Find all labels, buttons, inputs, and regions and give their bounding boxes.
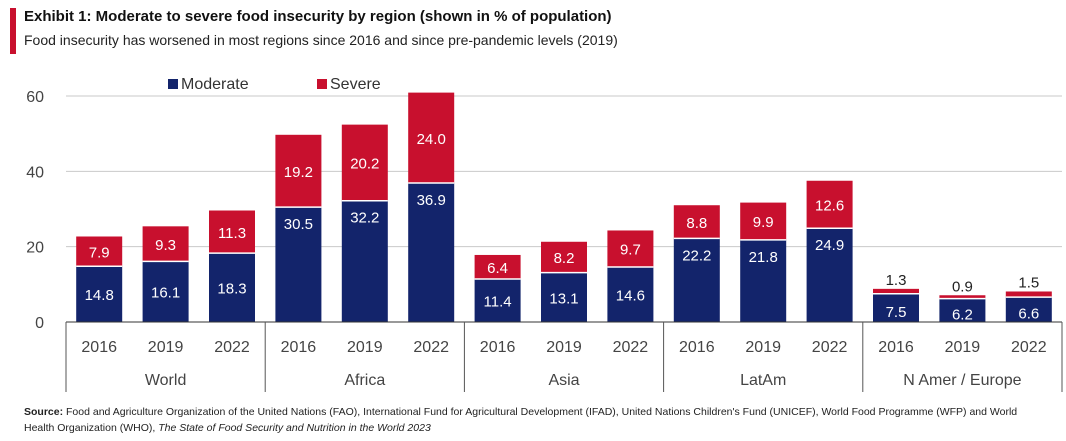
x-tick-label: 2016 <box>281 339 317 356</box>
data-label-severe: 0.9 <box>952 278 973 295</box>
x-tick-label: 2016 <box>878 339 914 356</box>
data-label-severe: 12.6 <box>815 197 844 214</box>
bar-severe <box>275 134 322 208</box>
data-label-severe: 11.3 <box>218 225 246 242</box>
data-label-severe: 19.2 <box>284 164 313 181</box>
group-label: Africa <box>344 372 385 389</box>
y-tick-label: 60 <box>26 89 44 106</box>
data-label-severe: 8.2 <box>554 250 575 267</box>
bar-moderate <box>1005 297 1052 322</box>
data-label-severe: 6.4 <box>487 260 508 277</box>
data-label-moderate: 7.5 <box>886 304 907 321</box>
data-label-severe: 9.7 <box>620 242 641 259</box>
legend-swatch-moderate <box>168 79 178 89</box>
source-text: Food and Agriculture Organization of the… <box>24 406 1018 434</box>
bar-severe <box>740 202 787 240</box>
bar-moderate <box>408 183 455 322</box>
data-label-moderate: 11.4 <box>484 294 512 311</box>
data-label-moderate: 16.1 <box>151 285 180 302</box>
bar-moderate <box>607 267 654 322</box>
chart-title: Exhibit 1: Moderate to severe food insec… <box>24 8 612 25</box>
data-label-moderate: 24.9 <box>815 237 844 254</box>
x-tick-label: 2022 <box>413 339 449 356</box>
bar-moderate <box>740 239 787 322</box>
data-label-moderate: 6.6 <box>1018 306 1039 323</box>
data-label-moderate: 6.2 <box>952 306 973 323</box>
data-label-severe: 24.0 <box>417 131 446 148</box>
bar-severe <box>806 180 853 229</box>
x-tick-label: 2022 <box>613 339 649 356</box>
data-label-moderate: 22.2 <box>682 247 711 264</box>
data-label-moderate: 21.8 <box>749 249 778 266</box>
bar-severe <box>474 254 521 280</box>
bar-severe <box>142 226 189 262</box>
data-label-moderate: 32.2 <box>350 210 379 227</box>
bar-moderate <box>806 228 853 322</box>
data-label-moderate: 18.3 <box>217 281 246 298</box>
bar-moderate <box>474 279 521 322</box>
y-tick-label: 20 <box>26 240 44 257</box>
bar-severe <box>873 288 919 294</box>
bar-moderate <box>341 200 388 322</box>
group-label: World <box>145 372 187 389</box>
data-label-severe: 8.8 <box>686 215 707 232</box>
source-note: Source: Food and Agriculture Organizatio… <box>24 404 1024 436</box>
group-label: LatAm <box>740 372 786 389</box>
source-label: Source: <box>24 406 64 418</box>
bar-severe <box>341 124 388 201</box>
legend-label-severe: Severe <box>330 76 381 93</box>
bar-moderate <box>275 207 322 322</box>
data-label-moderate: 36.9 <box>417 192 446 209</box>
bar-severe <box>1005 291 1052 298</box>
data-label-severe: 7.9 <box>89 244 110 261</box>
stacked-bar-chart: 0 20 40 60 Moderate Severe 14.8 7.9 2016 16.1 9.3 2… <box>26 76 1063 392</box>
bar-moderate <box>76 266 123 322</box>
x-tick-label: 2019 <box>745 339 781 356</box>
data-label-severe: 1.5 <box>1018 274 1039 291</box>
group-label: N Amer / Europe <box>903 372 1021 389</box>
x-tick-label: 2019 <box>546 339 582 356</box>
x-tick-label: 2022 <box>1011 339 1047 356</box>
x-tick-label: 2019 <box>347 339 383 356</box>
bar-severe <box>673 205 720 239</box>
data-label-moderate: 14.6 <box>616 288 645 305</box>
chart-subtitle: Food insecurity has worsened in most reg… <box>24 32 618 48</box>
legend-swatch-severe <box>317 79 327 89</box>
x-tick-label: 2016 <box>81 339 117 356</box>
data-label-severe: 9.3 <box>155 237 176 254</box>
data-label-severe: 20.2 <box>350 156 379 173</box>
bar-moderate <box>873 293 919 322</box>
bar-moderate <box>209 253 255 322</box>
bar-moderate <box>939 298 986 322</box>
x-tick-label: 2019 <box>945 339 981 356</box>
data-label-moderate: 14.8 <box>85 287 114 304</box>
bar-severe <box>76 236 123 267</box>
x-tick-label: 2019 <box>148 339 184 356</box>
x-tick-label: 2016 <box>679 339 715 356</box>
accent-bar <box>10 8 16 54</box>
x-tick-label: 2022 <box>214 339 250 356</box>
y-tick-label: 40 <box>26 164 44 181</box>
x-tick-label: 2016 <box>480 339 516 356</box>
bar-severe <box>939 295 986 299</box>
bar-moderate <box>541 272 587 322</box>
legend-label-moderate: Moderate <box>181 76 249 93</box>
group-label: Asia <box>548 372 579 389</box>
data-label-moderate: 13.1 <box>549 290 578 307</box>
y-tick-label: 0 <box>35 315 44 332</box>
bar-severe <box>209 210 255 254</box>
bar-moderate <box>673 238 720 322</box>
x-tick-label: 2022 <box>812 339 848 356</box>
data-label-severe: 9.9 <box>753 214 774 231</box>
bar-severe <box>607 230 654 268</box>
bar-severe <box>408 92 455 184</box>
bar-severe <box>541 241 587 273</box>
bar-moderate <box>142 261 189 322</box>
source-italic: The State of Food Security and Nutrition… <box>158 422 431 434</box>
data-label-severe: 1.3 <box>886 272 907 289</box>
data-label-moderate: 30.5 <box>284 216 313 233</box>
